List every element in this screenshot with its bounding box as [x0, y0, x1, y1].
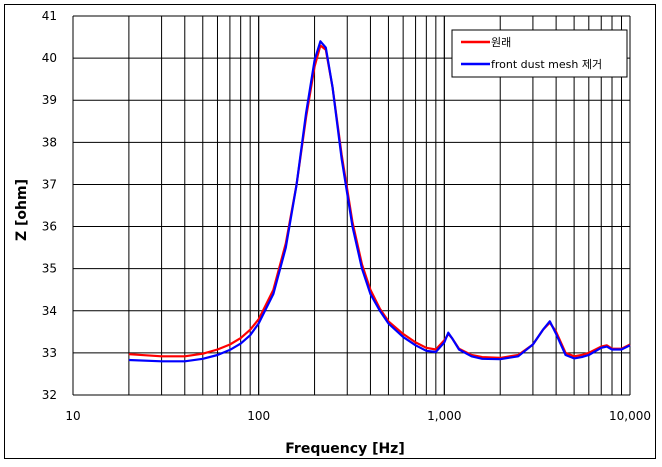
legend-box: [451, 29, 628, 78]
y-tick-label: 36: [42, 220, 57, 234]
y-tick-label: 32: [42, 388, 57, 402]
y-tick-labels: 32 33 34 35 36 37 38 39 40 41: [42, 9, 57, 402]
data-series: [128, 40, 631, 363]
x-tick-labels: 10 100 1,000 10,000: [65, 409, 651, 423]
x-tick-label: 10,000: [609, 409, 651, 423]
y-tick-label: 39: [42, 93, 57, 107]
y-tick-label: 37: [42, 177, 57, 191]
y-tick-label: 33: [42, 346, 57, 360]
series-line-original: [128, 44, 631, 359]
legend-label-dust-mesh-removed: front dust mesh 제거: [491, 58, 602, 71]
gridlines: [72, 15, 631, 396]
legend-label-original: 원래: [491, 36, 511, 49]
chart-frame: [4, 4, 656, 459]
y-tick-label: 34: [42, 304, 57, 318]
x-axis-label: Frequency [Hz]: [285, 441, 404, 457]
x-tick-label: 100: [247, 409, 270, 423]
series-line-dust-mesh-removed: [128, 40, 631, 363]
y-axis-label: Z [ohm]: [14, 179, 30, 241]
y-tick-label: 40: [42, 51, 57, 65]
x-tick-label: 10: [65, 409, 80, 423]
x-tick-label: 1,000: [427, 409, 461, 423]
legend: 원래 front dust mesh 제거: [451, 29, 628, 78]
y-tick-label: 35: [42, 262, 57, 276]
y-tick-label: 38: [42, 135, 57, 149]
y-tick-label: 41: [42, 9, 57, 23]
